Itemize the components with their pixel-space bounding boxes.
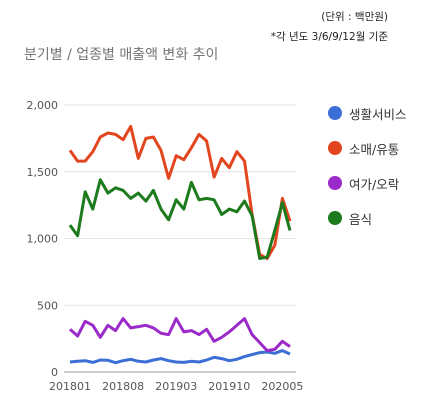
grid-lines	[64, 104, 296, 373]
legend-label: 여가/오락	[349, 176, 400, 192]
legend-swatch-icon	[328, 211, 342, 225]
legend-item: 여가/오락	[328, 174, 407, 192]
x-tick-label: 201903	[155, 380, 197, 393]
chart-title: 분기별 / 업종별 매출액 변화 추이	[24, 47, 219, 63]
series-line	[68, 178, 292, 260]
legend-label: 음식	[349, 211, 373, 227]
y-tick-labels: 0 500 1,000 1,500 2,000	[27, 99, 59, 379]
series-line	[69, 349, 291, 365]
y-tick-label: 0	[51, 366, 58, 379]
period-note: *각 년도 3/6/9/12월 기준	[270, 31, 388, 43]
x-tick-label: 201808	[102, 380, 144, 393]
series-line	[69, 317, 291, 353]
legend-swatch-icon	[328, 141, 342, 155]
y-tick-label: 1,500	[27, 166, 59, 179]
series-lines	[68, 124, 292, 365]
legend-item: 생활서비스	[328, 104, 407, 122]
y-tick-label: 2,000	[27, 99, 59, 112]
x-tick-label: 201801	[49, 380, 91, 393]
legend-swatch-icon	[328, 176, 342, 190]
x-tick-label: 202005	[261, 380, 303, 393]
legend-label: 소매/유통	[349, 141, 400, 157]
unit-note: (단위 : 백만원)	[321, 11, 388, 23]
y-tick-label: 500	[37, 299, 58, 312]
legend-swatch-icon	[328, 106, 342, 120]
x-tick-label: 201910	[208, 380, 250, 393]
legend-label: 생활서비스	[349, 106, 407, 122]
y-tick-label: 1,000	[27, 233, 59, 246]
legend-item: 소매/유통	[328, 139, 407, 157]
x-tick-labels: 201801 201808 201903 201910 202005	[49, 380, 303, 393]
legend-item: 음식	[328, 209, 407, 227]
